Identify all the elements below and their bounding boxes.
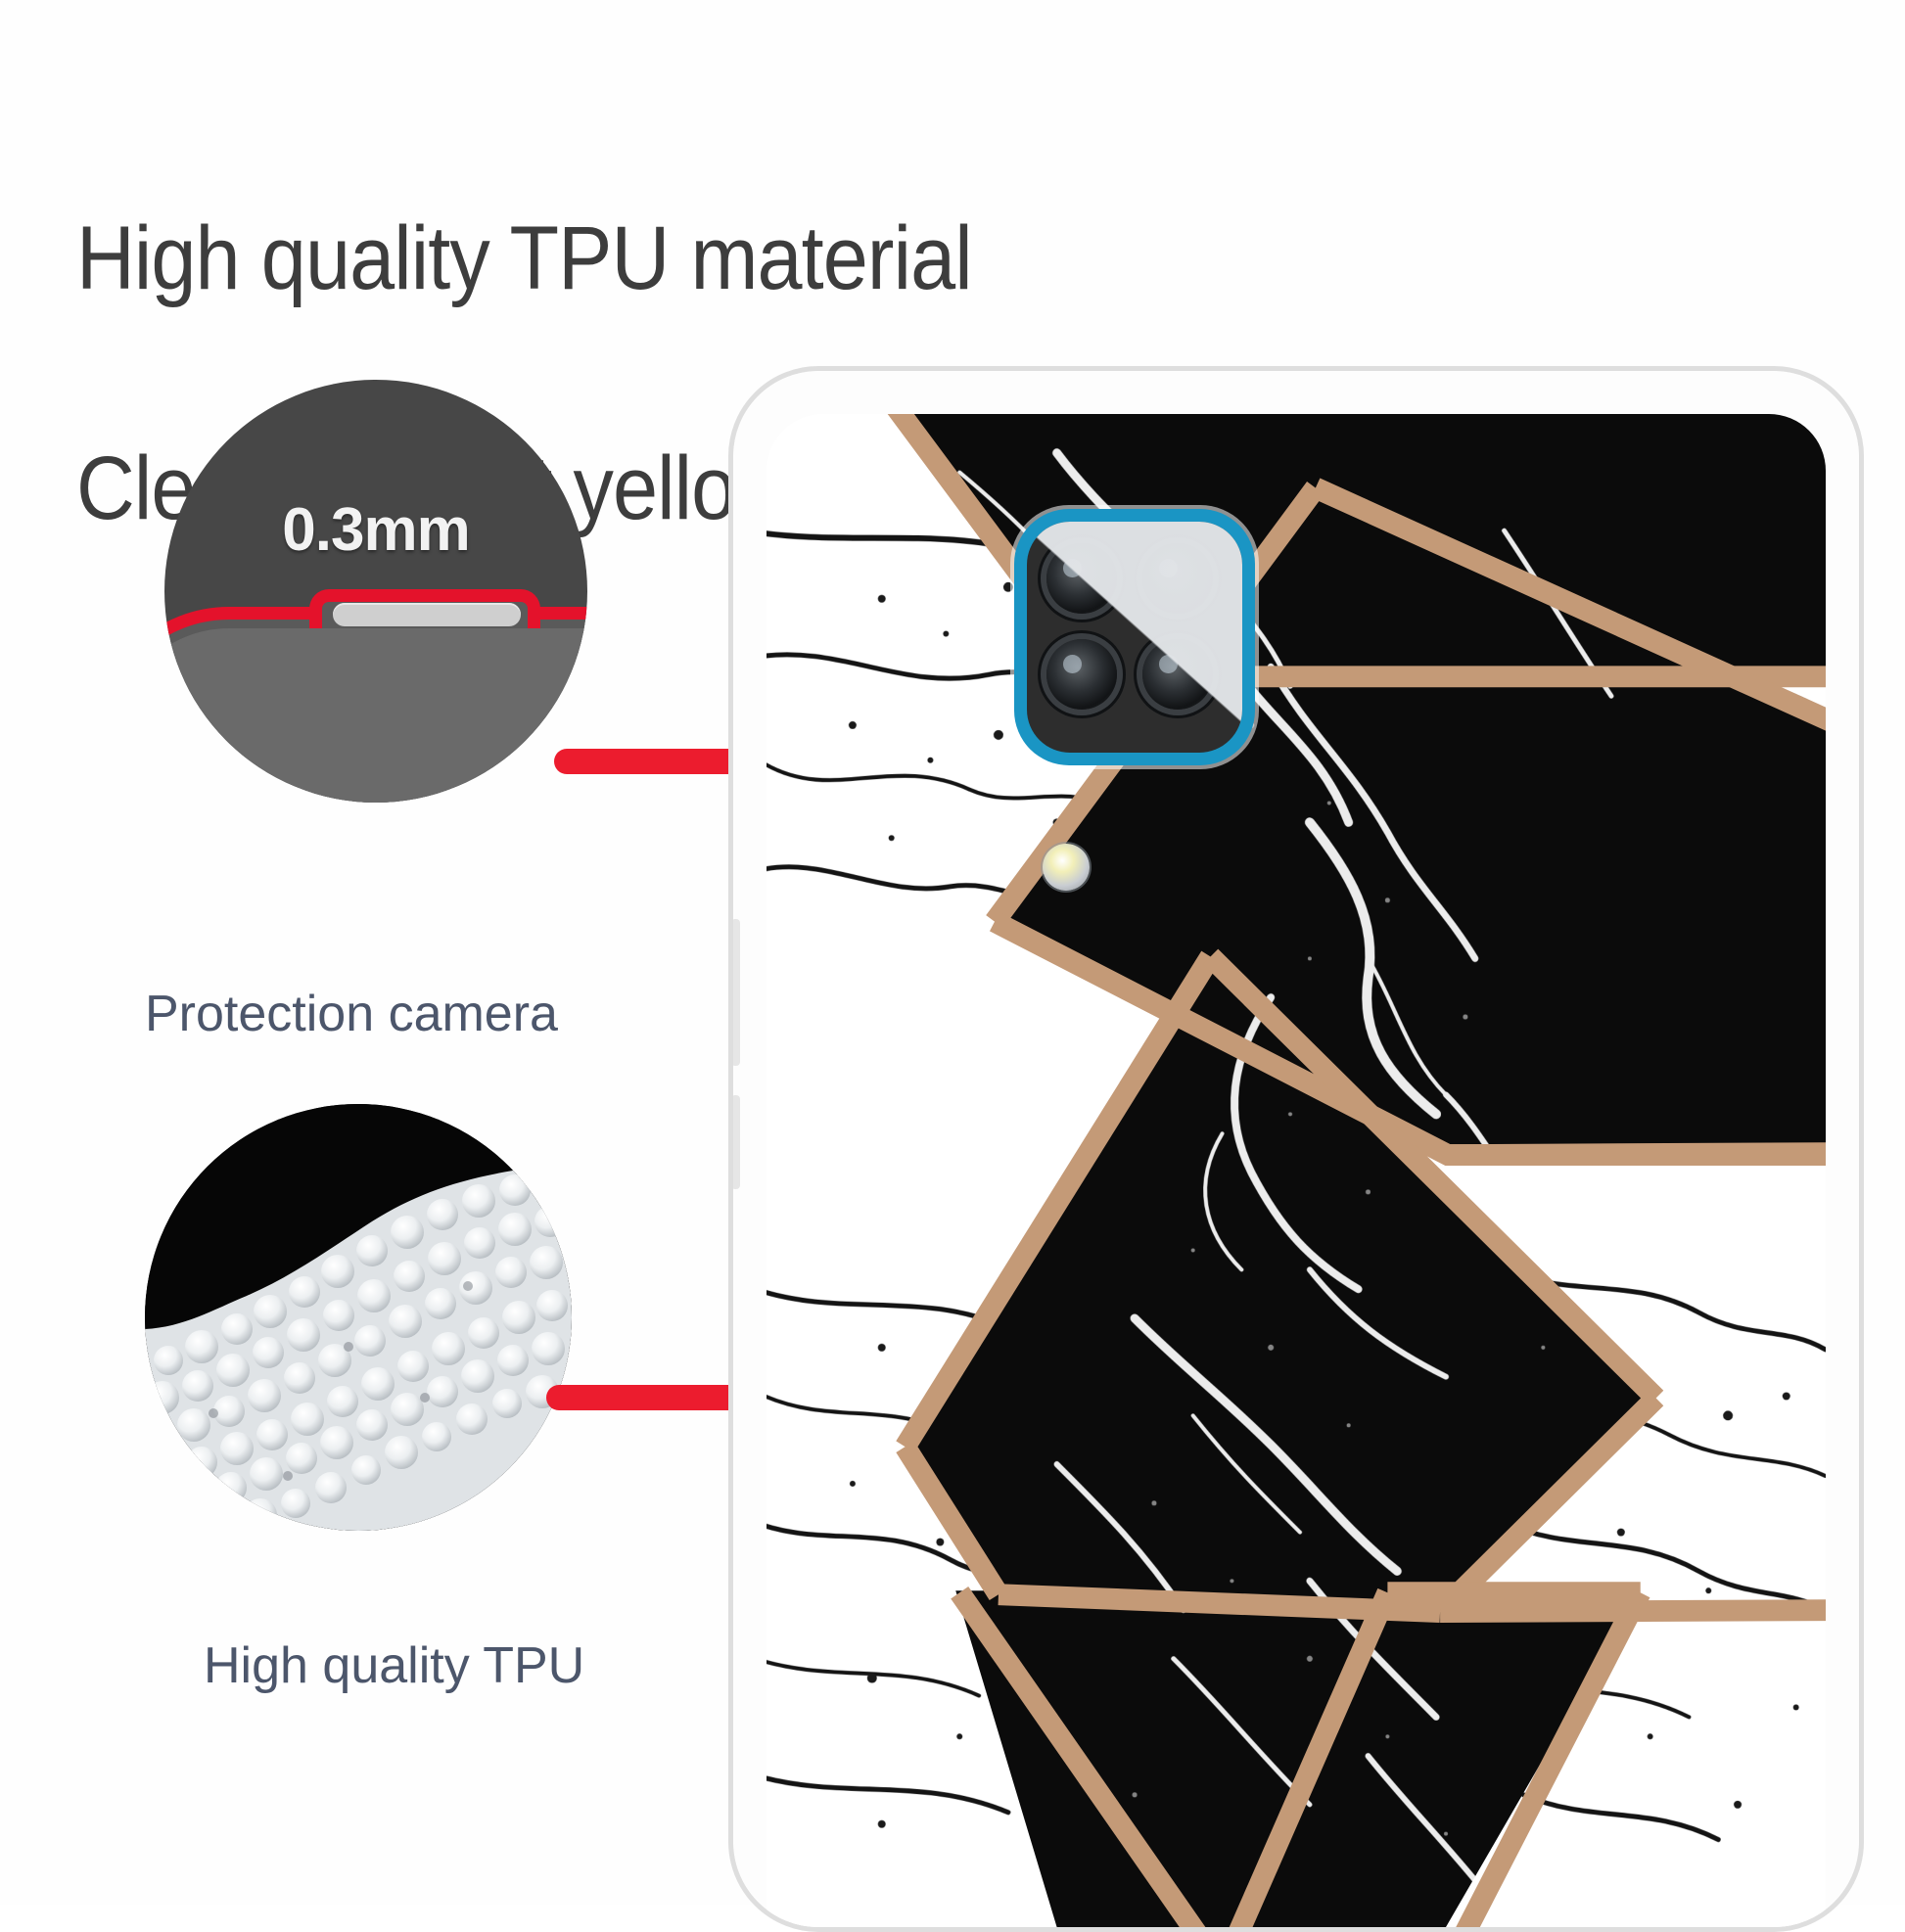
thickness-value-label: 0.3mm — [282, 496, 470, 564]
camera-module — [1014, 509, 1255, 765]
power-button — [733, 1095, 740, 1189]
headline-line-1: High quality TPU material — [76, 207, 973, 308]
tpu-pellets-illustration — [145, 1104, 572, 1531]
camera-module-inner — [1027, 522, 1242, 753]
camera-glass-glare — [1027, 522, 1242, 753]
geometric-marble-pattern — [767, 414, 1826, 1927]
phone-case-product-image — [728, 366, 1864, 1932]
caption-protection-camera: Protection camera — [145, 986, 558, 1042]
caption-high-quality-tpu: High quality TPU — [204, 1637, 585, 1694]
led-flash-icon — [1043, 844, 1090, 891]
callout-thickness-diagram: 0.3mm — [164, 380, 587, 803]
case-button-shape — [333, 603, 521, 626]
callout-tpu-pellets-photo — [145, 1104, 572, 1531]
case-cross-section-shape — [164, 607, 587, 803]
volume-button — [733, 919, 740, 1066]
marble-print-area — [767, 414, 1826, 1927]
